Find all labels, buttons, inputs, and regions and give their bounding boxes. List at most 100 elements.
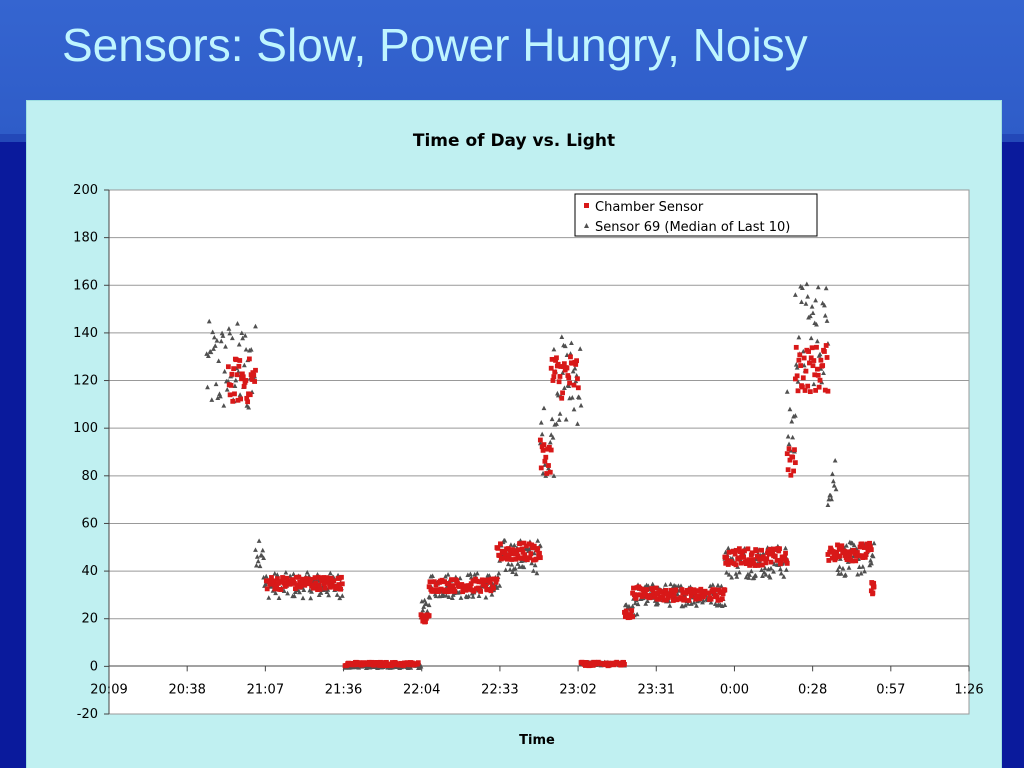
sensor-69-point-8-17 <box>566 383 572 389</box>
chamber-sensor-point-4-23 <box>446 581 452 586</box>
sensor-69-point-16-43 <box>870 553 876 559</box>
chamber-sensor-point-6-10 <box>546 444 552 450</box>
sensor-69-point-14-25 <box>814 338 820 344</box>
chamber-sensor-point-15-36 <box>856 553 862 559</box>
chamber-sensor-point-7-3 <box>551 374 557 380</box>
y-tick-label-4: 120 <box>73 374 98 389</box>
chamber-sensor-point-0-9 <box>233 357 239 363</box>
chamber-sensor-point-12-73 <box>784 560 790 566</box>
chamber-sensor-point-12-56 <box>770 550 776 556</box>
sensor-69-point-5-58 <box>476 593 482 598</box>
sensor-69-point-12-65 <box>777 566 783 572</box>
chamber-sensor-point-7-22 <box>568 354 573 360</box>
chamber-sensor-point-1-65 <box>319 578 325 584</box>
chamber-sensor-point-4-30 <box>452 589 458 594</box>
chamber-sensor-point-14-23 <box>813 388 819 393</box>
sensor-69-point-16-15 <box>846 565 852 570</box>
sensor-69-point-6-39 <box>531 568 536 573</box>
sensor-69-point-0-2 <box>205 353 211 359</box>
chamber-sensor-point-6-11 <box>547 469 553 475</box>
sensor-69-point-14-0 <box>792 292 798 297</box>
y-tick-label-2: 160 <box>73 278 98 293</box>
chamber-sensor-point-7-5 <box>553 358 558 363</box>
chamber-sensor-point-9-2 <box>623 608 629 614</box>
chamber-sensor-point-1-88 <box>339 574 344 580</box>
sensor-69-point-12-48 <box>763 572 769 577</box>
sensor-69-point-13-9 <box>792 413 798 418</box>
chamber-sensor-point-12-30 <box>748 560 753 566</box>
chamber-sensor-point-11-70 <box>714 594 720 600</box>
chamber-sensor-point-12-59 <box>772 553 778 559</box>
chamber-sensor-point-5-40 <box>529 542 535 548</box>
legend-marker-chamber-sensor <box>584 203 589 208</box>
sensor-69-point-1-5 <box>257 563 263 569</box>
sensor-69-point-11-38 <box>668 581 674 587</box>
chamber-sensor-point-1-23 <box>283 582 289 588</box>
chamber-sensor-point-4-49 <box>468 581 474 587</box>
sensor-69-point-14-36 <box>824 318 830 323</box>
sensor-69-point-0-26 <box>226 326 232 331</box>
sensor-69-point-15-4 <box>829 496 834 502</box>
chamber-sensor-point-4-75 <box>491 585 496 591</box>
sensor-69-point-11-76 <box>700 597 706 603</box>
chamber-sensor-point-11-7 <box>660 594 666 599</box>
sensor-69-point-14-17 <box>807 313 813 319</box>
sensor-69-point-16-44 <box>871 540 877 546</box>
chamber-sensor-point-10-12 <box>640 587 646 593</box>
chamber-sensor-point-12-22 <box>741 554 747 560</box>
chamber-sensor-point-6-0 <box>537 437 543 443</box>
chamber-sensor-point-12-35 <box>752 563 758 568</box>
chamber-sensor-point-12-27 <box>745 546 751 552</box>
chamber-sensor-point-2-43 <box>379 662 385 668</box>
sensor-69-point-1-3 <box>255 558 261 564</box>
sensor-69-point-16-31 <box>860 564 866 569</box>
sensor-69-point-14-19 <box>809 304 815 309</box>
sensor-69-point-12-54 <box>768 565 774 571</box>
sensor-69-point-0-13 <box>215 395 221 400</box>
sensor-69-point-8-3 <box>554 421 559 426</box>
sensor-69-point-8-6 <box>556 417 562 422</box>
sensor-69-point-1-2 <box>254 554 260 559</box>
chamber-sensor-point-2-41 <box>377 659 383 665</box>
chamber-sensor-point-7-30 <box>575 376 580 382</box>
sensor-69-point-0-30 <box>229 335 235 341</box>
chamber-sensor-point-1-73 <box>326 577 332 583</box>
chamber-sensor-point-7-2 <box>550 378 556 383</box>
sensor-69-point-5-73 <box>489 592 495 597</box>
sensor-69-point-10-15 <box>635 601 641 607</box>
chamber-sensor-point-1-62 <box>316 582 322 588</box>
sensor-69-point-8-14 <box>563 416 569 422</box>
sensor-69-point-14-23 <box>813 297 819 303</box>
sensor-69-point-6-7 <box>503 567 509 572</box>
chamber-sensor-point-1-38 <box>296 574 302 580</box>
sensor-69-point-7-14 <box>550 435 556 440</box>
chamber-sensor-point-15-50 <box>868 547 874 553</box>
chamber-sensor-point-14-1 <box>793 344 799 350</box>
sensor-69-point-2-0 <box>261 574 267 580</box>
chamber-sensor-point-1-52 <box>308 576 314 582</box>
y-tick-label-11: -20 <box>77 707 98 722</box>
scatter-chart: Time of Day vs. Light 200180160140120100… <box>73 131 983 748</box>
chamber-sensor-point-12-20 <box>739 550 745 556</box>
chamber-sensor-point-1-89 <box>339 581 345 587</box>
sensor-69-point-12-57 <box>771 569 776 574</box>
y-tick-label-5: 100 <box>73 421 98 436</box>
sensor-69-point-7-5 <box>542 462 548 467</box>
sensor-69-point-12-69 <box>781 574 787 579</box>
chamber-sensor-point-1-33 <box>292 581 297 586</box>
chamber-sensor-point-14-18 <box>808 355 814 361</box>
sensor-69-point-0-5 <box>208 349 214 355</box>
chamber-sensor-point-7-20 <box>566 375 572 381</box>
chamber-sensor-point-1-39 <box>297 579 303 585</box>
x-tick-label-5: 22:33 <box>481 682 518 697</box>
chamber-sensor-point-12-37 <box>754 548 759 554</box>
sensor-69-point-0-45 <box>242 333 248 338</box>
chamber-sensor-point-5-39 <box>528 551 534 557</box>
sensor-69-point-12-71 <box>783 545 788 551</box>
x-axis-label: Time <box>519 733 555 748</box>
chamber-sensor-point-15-6 <box>830 549 836 554</box>
chamber-sensor-point-5-38 <box>527 555 533 561</box>
chamber-sensor-point-12-33 <box>750 557 756 562</box>
chamber-sensor-point-12-65 <box>777 561 783 567</box>
sensor-69-point-14-28 <box>817 351 823 357</box>
